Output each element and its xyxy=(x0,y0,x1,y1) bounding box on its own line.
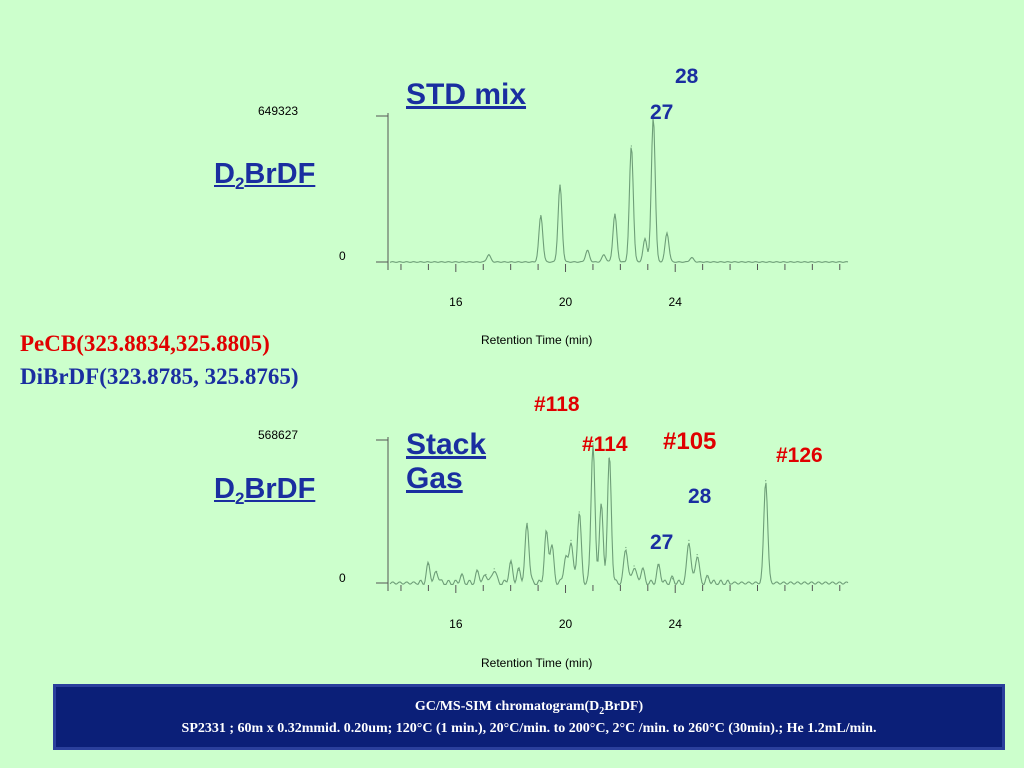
peak-point xyxy=(564,556,567,559)
top-chromatogram: 16 20 24 xyxy=(376,113,849,309)
caption-box: GC/MS-SIM chromatogram(D2BrDF) SP2331 ; … xyxy=(53,684,1005,750)
peak-point xyxy=(570,539,572,542)
x-tick-label: 16 xyxy=(449,295,463,309)
bottom-compound-label: D2BrDF xyxy=(214,473,316,508)
dibrdf-ion-label: DiBrDF(323.8785, 325.8765) xyxy=(20,364,299,389)
peak-point xyxy=(691,257,693,259)
bottom-chromatogram: 16 20 24 xyxy=(376,437,849,631)
x-tick-label: 24 xyxy=(669,295,683,309)
peak-point xyxy=(696,554,698,556)
peak-point xyxy=(551,545,553,547)
peak-point xyxy=(510,562,512,564)
top-compound-label: D2BrDF xyxy=(214,158,316,193)
x-tick-label: 20 xyxy=(559,295,573,309)
peak-point xyxy=(630,145,632,147)
peak-point xyxy=(633,565,635,567)
top-xlabel: Retention Time (min) xyxy=(481,333,593,347)
peak-point xyxy=(625,546,627,549)
peak-point xyxy=(614,213,616,215)
peak-point xyxy=(603,254,605,256)
peak-point xyxy=(592,443,594,445)
peak-label-105: #105 xyxy=(663,428,717,455)
chromatogram-trace xyxy=(389,444,849,586)
peak-point xyxy=(600,504,602,506)
bottom-xlabel: Retention Time (min) xyxy=(481,656,593,670)
peak-point xyxy=(477,571,479,573)
x-tick-label: 16 xyxy=(449,617,463,631)
peak-point xyxy=(641,568,643,570)
peak-point xyxy=(666,232,668,234)
bottom-ymax-label: 568627 xyxy=(258,428,299,442)
chromatogram-trace xyxy=(389,118,849,263)
caption-title: GC/MS-SIM chromatogram(D2BrDF) xyxy=(414,699,644,717)
peak-point xyxy=(545,532,547,534)
peak-point xyxy=(485,573,487,576)
peak-point xyxy=(644,238,646,240)
peak-point xyxy=(540,215,542,217)
top-title: STD mix xyxy=(406,78,527,111)
peak-point xyxy=(518,569,520,571)
peak-point xyxy=(526,522,528,524)
x-tick-label: 24 xyxy=(669,617,683,631)
peak-point xyxy=(436,571,438,573)
top-peak-label-27: 27 xyxy=(650,101,674,124)
peak-point xyxy=(765,480,767,482)
peak-point xyxy=(608,457,611,459)
bottom-peak-label-28: 28 xyxy=(688,485,712,508)
x-tick-label: 20 xyxy=(559,617,573,631)
top-peak-label-28: 28 xyxy=(675,65,699,88)
peak-point xyxy=(427,563,429,566)
peak-point xyxy=(578,511,580,513)
bottom-ymin-label: 0 xyxy=(339,571,346,585)
peak-point xyxy=(707,576,709,578)
peak-point xyxy=(586,249,589,251)
pecb-ion-label: PeCB(323.8834,325.8805) xyxy=(20,331,270,356)
peak-label-114: #114 xyxy=(582,433,628,456)
peak-point xyxy=(559,184,561,186)
peak-point xyxy=(488,254,490,256)
top-ymax-label: 649323 xyxy=(258,104,299,118)
peak-point xyxy=(688,539,690,542)
peak-point xyxy=(652,116,654,118)
peak-label-118: #118 xyxy=(534,393,580,416)
bottom-peak-label-27: 27 xyxy=(650,531,674,554)
peak-point xyxy=(671,578,674,580)
peak-point xyxy=(493,568,495,570)
peak-point xyxy=(658,565,660,567)
peak-point xyxy=(460,575,462,577)
bottom-title: Stack Gas xyxy=(406,428,487,495)
top-ymin-label: 0 xyxy=(339,249,346,263)
caption-conditions: SP2331 ; 60m x 0.32mmid. 0.20um; 120°C (… xyxy=(181,720,877,736)
peak-label-126: #126 xyxy=(776,444,823,467)
